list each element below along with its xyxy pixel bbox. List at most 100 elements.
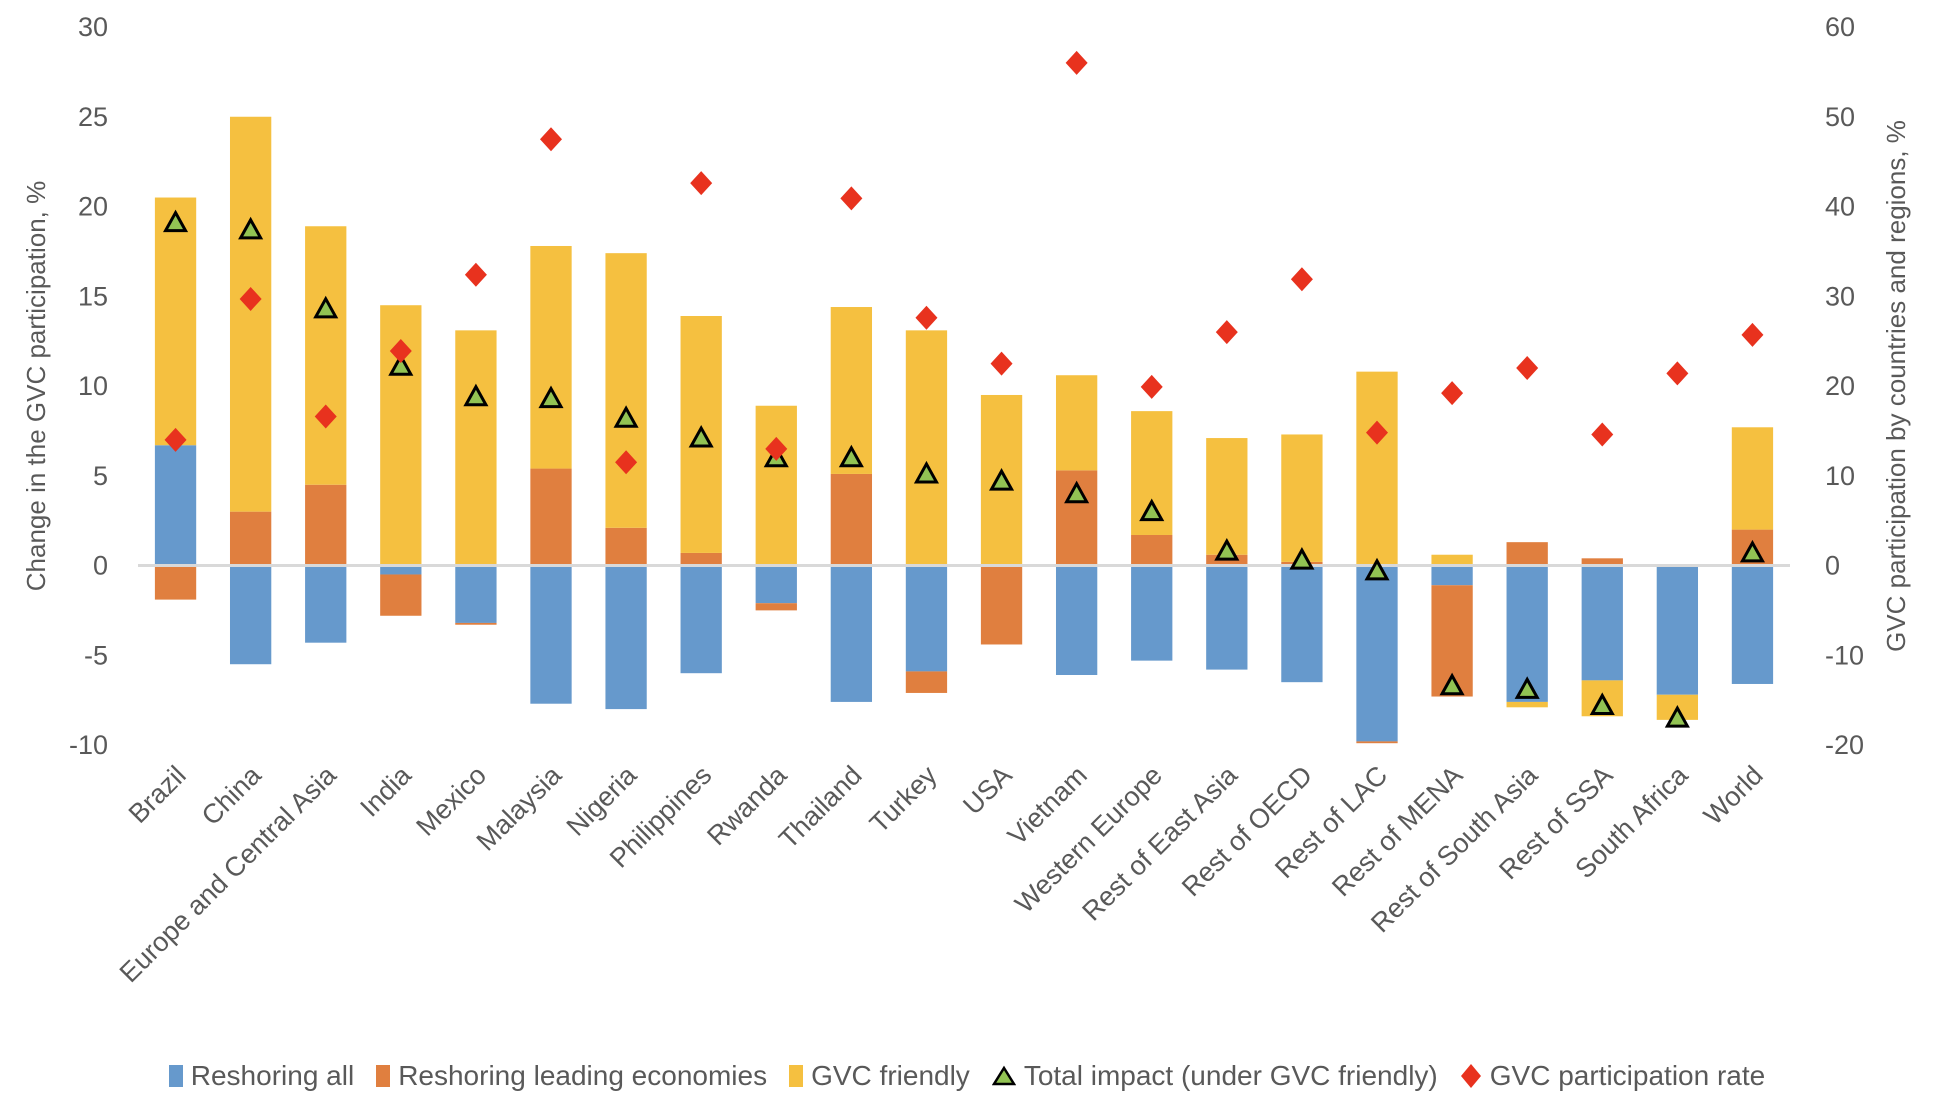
legend-item-total-impact: Total impact (under GVC friendly) (991, 1060, 1438, 1092)
participation-rate-marker-india (389, 338, 412, 363)
legend-swatch-gvc-friendly (789, 1065, 804, 1087)
participation-rate-marker-rest-of-oecd (1290, 267, 1313, 292)
participation-rate-marker-mexico (464, 262, 487, 287)
total-impact-marker-china (238, 216, 264, 240)
total-impact-marker-rest-of-lac (1364, 557, 1390, 581)
total-impact-marker-vietnam (1064, 480, 1090, 504)
legend-swatch-reshoring-leading (376, 1065, 391, 1087)
legend-label: GVC participation rate (1489, 1060, 1766, 1091)
participation-rate-marker-south-africa (1666, 361, 1689, 386)
bar-gvc-friendly-rest-of-east-asia (1206, 438, 1248, 555)
total-impact-marker-south-africa (1664, 704, 1690, 728)
bar-reshoring-leading-economies-western-europe (1131, 534, 1173, 566)
participation-rate-marker-rest-of-ssa (1591, 422, 1614, 447)
right-axis-tick-label: 60 (1825, 12, 1855, 42)
left-axis-tick-label: 5 (93, 461, 108, 491)
bar-reshoring-leading-economies-turkey (905, 671, 948, 693)
right-axis-title: GVC participation by countries and regio… (1881, 120, 1911, 652)
legend-label: Reshoring all (190, 1060, 355, 1091)
bar-reshoring-all-europe-and-central-asia (305, 565, 347, 643)
left-axis-tick-label: 25 (78, 102, 108, 132)
bar-gvc-friendly-turkey (905, 330, 948, 566)
left-axis-tick-label: 30 (78, 12, 108, 42)
bar-reshoring-all-world (1731, 565, 1774, 684)
bar-gvc-friendly-brazil (154, 197, 197, 446)
bar-gvc-friendly-rest-of-lac (1356, 371, 1398, 566)
bar-reshoring-all-nigeria (605, 565, 647, 710)
right-axis-tick-label: 40 (1825, 192, 1855, 222)
legend-label: Total impact (under GVC friendly) (1023, 1060, 1438, 1091)
bar-reshoring-leading-economies-nigeria (605, 527, 647, 566)
category-label-rest-of-oecd: Rest of OECD (1176, 760, 1318, 902)
bar-reshoring-all-rest-of-east-asia (1206, 565, 1248, 670)
bar-reshoring-leading-economies-mexico (455, 622, 497, 625)
participation-rate-marker-rest-of-lac (1366, 420, 1388, 445)
participation-rate-marker-china (239, 286, 262, 311)
participation-rate-marker-usa (990, 351, 1013, 376)
total-impact-marker-rest-of-ssa (1589, 692, 1615, 716)
bar-gvc-friendly-malaysia (530, 245, 572, 469)
bar-reshoring-all-south-africa (1656, 565, 1699, 695)
left-axis-tick-label: 20 (78, 192, 108, 222)
bar-reshoring-leading-economies-rest-of-ssa (1581, 558, 1623, 566)
bar-reshoring-all-turkey (905, 565, 948, 672)
legend: Reshoring all Reshoring leading economie… (0, 1060, 1934, 1092)
category-label-world: World (1698, 760, 1769, 831)
total-impact-marker-turkey (913, 460, 940, 484)
bar-reshoring-all-malaysia (530, 565, 572, 704)
bar-reshoring-leading-economies-usa (980, 565, 1023, 645)
right-axis-tick-label: -20 (1825, 730, 1864, 760)
bar-reshoring-leading-economies-malaysia (530, 468, 572, 566)
bar-gvc-friendly-nigeria (605, 253, 647, 528)
left-axis-tick-label: 10 (78, 371, 108, 401)
category-label-usa: USA (957, 760, 1017, 820)
total-impact-marker-usa (988, 468, 1015, 491)
bar-gvc-friendly-rwanda (755, 405, 797, 566)
participation-rate-marker-rest-of-mena (1441, 381, 1464, 406)
bars (154, 116, 1774, 744)
bar-gvc-friendly-rest-of-oecd (1281, 434, 1323, 562)
total-impact-marker-rest-of-mena (1439, 672, 1465, 696)
total-impact-marker-malaysia (538, 385, 564, 409)
bar-reshoring-leading-economies-rest-of-lac (1356, 741, 1398, 744)
participation-rate-marker-rwanda (765, 436, 788, 461)
total-impact-marker-india (388, 353, 414, 376)
right-axis-ticks: 60 50 40 30 20 10 0 -10 -20 (1825, 12, 1864, 760)
bar-reshoring-all-rest-of-mena (1431, 565, 1473, 586)
left-axis-tick-label: 15 (78, 281, 108, 311)
bar-reshoring-all-brazil (154, 445, 197, 566)
bar-gvc-friendly-rest-of-mena (1431, 554, 1473, 566)
participation-rate-marker-thailand (840, 186, 863, 211)
left-axis-tick-label: -5 (84, 640, 108, 670)
category-label-turkey: Turkey (864, 760, 943, 839)
left-axis-tick-label: -10 (69, 730, 108, 760)
bar-reshoring-leading-economies-philippines (680, 552, 722, 566)
left-axis-title: Change in the GVC participation, % (21, 181, 51, 591)
bar-reshoring-all-western-europe (1131, 565, 1173, 661)
left-axis-tick-label: 0 (93, 551, 108, 581)
participation-rate-marker-turkey (915, 305, 938, 330)
bar-reshoring-leading-economies-rest-of-south-asia (1506, 542, 1548, 566)
category-label-malaysia: Malaysia (471, 759, 568, 856)
total-impact-marker-rest-of-south-asia (1514, 676, 1540, 699)
bar-reshoring-leading-economies-thailand (830, 473, 873, 566)
bar-reshoring-leading-economies-china (229, 511, 272, 566)
legend-label: Reshoring leading economies (398, 1060, 768, 1091)
bar-reshoring-all-philippines (680, 565, 722, 674)
legend-swatch-reshoring-all (168, 1065, 183, 1087)
legend-item-gvc-friendly: GVC friendly (789, 1060, 970, 1092)
bar-reshoring-all-china (229, 565, 272, 665)
category-label-china: China (196, 759, 268, 831)
bar-reshoring-leading-economies-rwanda (755, 603, 797, 611)
bar-reshoring-all-rest-of-ssa (1581, 565, 1623, 681)
total-impact-marker-europe-and-central-asia (313, 295, 339, 319)
bar-gvc-friendly-europe-and-central-asia (305, 226, 347, 485)
bar-reshoring-all-vietnam (1055, 565, 1098, 675)
bar-gvc-friendly-china (229, 116, 272, 512)
right-axis-tick-label: 50 (1825, 102, 1855, 132)
participation-rate-marker-malaysia (540, 127, 562, 152)
legend-item-reshoring-leading: Reshoring leading economies (376, 1060, 767, 1092)
bar-reshoring-leading-economies-europe-and-central-asia (305, 484, 347, 566)
category-label-brazil: Brazil (123, 760, 192, 829)
bar-reshoring-all-rest-of-lac (1356, 565, 1398, 742)
